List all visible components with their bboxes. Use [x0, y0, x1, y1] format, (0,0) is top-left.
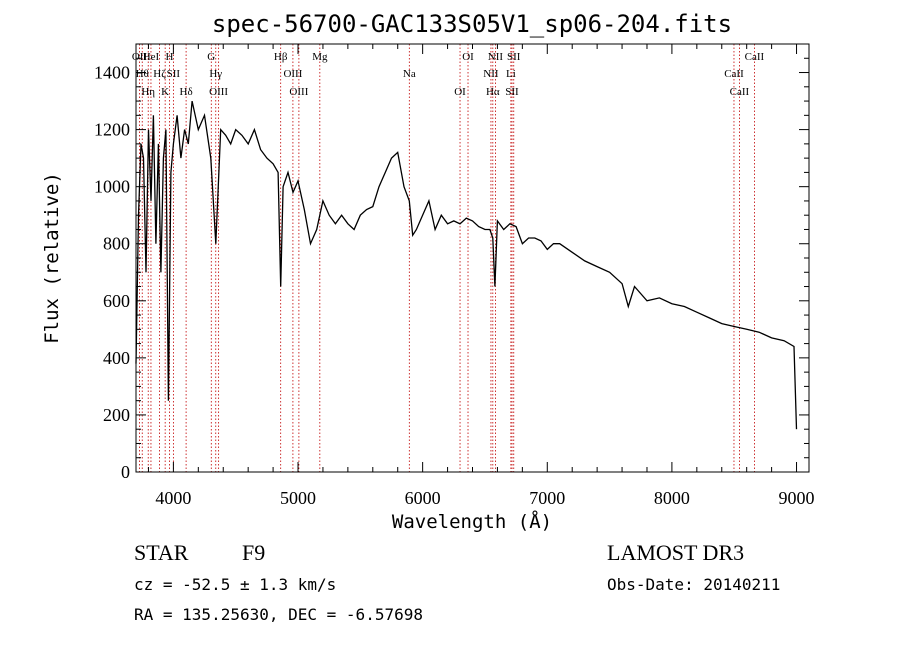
survey-name: LAMOST DR3	[607, 540, 744, 565]
line-marker-label: OI	[454, 86, 466, 98]
line-marker-label: Hα	[486, 86, 500, 98]
x-tick-label: 5000	[280, 488, 316, 508]
line-marker-label: OIII	[289, 86, 308, 98]
y-tick-label: 1400	[94, 63, 130, 83]
line-marker-label: NII	[488, 51, 504, 63]
redshift-velocity: cz = -52.5 ± 1.3 km/s	[134, 575, 336, 594]
y-axis-label: Flux (relative)	[41, 172, 63, 344]
line-marker-label: Hη	[141, 86, 155, 98]
line-marker-label: Hθ	[136, 68, 149, 80]
line-marker-labels: OIIHθHηHeIHζKHSIIHδGHγOIIIHβOIIIOIIIMgNa…	[132, 51, 765, 98]
line-marker-label: Li	[506, 68, 516, 80]
y-tick-label: 400	[103, 348, 130, 368]
spectral-subclass: F9	[242, 540, 265, 565]
y-tick-label: 800	[103, 234, 130, 254]
plot-frame	[135, 43, 810, 473]
line-markers	[139, 44, 755, 472]
line-marker-label: CaII	[745, 51, 765, 63]
line-marker-label: Hδ	[180, 86, 193, 98]
x-tick-label: 4000	[155, 488, 191, 508]
x-tick-label: 7000	[529, 488, 565, 508]
x-tick-label: 8000	[654, 488, 690, 508]
line-marker-label: H	[166, 51, 174, 63]
x-tick-label: 6000	[405, 488, 441, 508]
line-marker-label: Hβ	[274, 51, 288, 63]
line-marker-label: Mg	[312, 51, 328, 63]
line-marker-label: SII	[167, 68, 181, 80]
line-marker-label: SII	[505, 86, 519, 98]
line-marker-label: OIII	[209, 86, 228, 98]
x-axis-ticks: 4000 5000 6000 7000 8000 9000	[147, 44, 815, 508]
y-tick-label: 200	[103, 405, 130, 425]
y-tick-label: 1000	[94, 177, 130, 197]
line-marker-label: Na	[403, 68, 416, 80]
chart-title: spec-56700-GAC133S05V1_sp06-204.fits	[212, 10, 732, 38]
y-tick-label: 600	[103, 291, 130, 311]
line-marker-label: OI	[462, 51, 474, 63]
observation-date: Obs-Date: 20140211	[607, 575, 780, 594]
line-marker-label: CaII	[730, 86, 750, 98]
line-marker-label: CaII	[724, 68, 744, 80]
y-axis-ticks: 0 200 400 600 800 1000 1200 1400	[94, 43, 809, 482]
line-marker-label: NII	[483, 68, 499, 80]
line-marker-label: K	[161, 86, 169, 98]
coordinates: RA = 135.25630, DEC = -6.57698	[134, 605, 423, 624]
line-marker-label: Hζ	[153, 68, 166, 80]
line-marker-label: G	[207, 51, 215, 63]
line-marker-label: HeI	[143, 51, 160, 63]
x-axis-label: Wavelength (Å)	[392, 510, 552, 533]
y-tick-label: 1200	[94, 120, 130, 140]
line-marker-label: OIII	[283, 68, 302, 80]
object-type: STAR	[134, 540, 189, 565]
line-marker-label: SII	[507, 51, 521, 63]
x-tick-label: 9000	[779, 488, 815, 508]
y-tick-label: 0	[121, 462, 130, 482]
line-marker-label: Hγ	[209, 68, 222, 80]
flux-series-line	[135, 100, 798, 430]
